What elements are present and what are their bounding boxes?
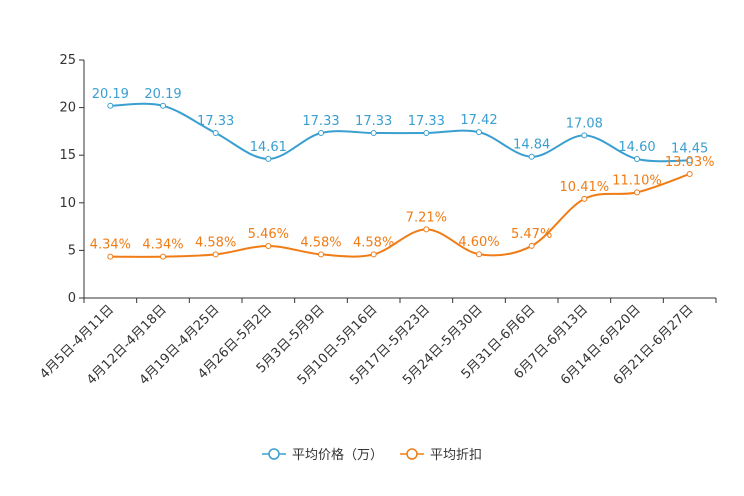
data-label: 5.46% — [248, 227, 289, 242]
data-point[interactable] — [581, 132, 588, 139]
data-point[interactable] — [160, 253, 166, 260]
data-point[interactable] — [634, 189, 640, 196]
data-label: 20.19 — [92, 87, 129, 102]
data-label: 20.19 — [144, 87, 181, 102]
legend-item-1[interactable]: 平均价格（万） — [262, 447, 383, 463]
data-label: 17.33 — [197, 114, 234, 129]
data-label: 5.47% — [511, 227, 552, 242]
y-tick-label: 10 — [59, 196, 76, 211]
y-tick-label: 0 — [68, 291, 76, 306]
data-point[interactable] — [318, 251, 324, 258]
data-label: 14.61 — [250, 140, 287, 155]
data-label: 4.34% — [142, 238, 183, 253]
data-point[interactable] — [212, 130, 219, 137]
series-line-2 — [110, 173, 691, 258]
legend-item-2[interactable]: 平均折扣 — [400, 448, 482, 463]
data-label: 14.45 — [671, 141, 708, 156]
data-label: 4.58% — [353, 235, 394, 250]
data-label: 17.08 — [566, 116, 603, 131]
data-label: 7.21% — [406, 210, 447, 225]
data-point[interactable] — [476, 251, 482, 258]
y-tick-label: 20 — [59, 101, 76, 116]
legend[interactable]: 平均价格（万） 平均折扣 — [262, 447, 482, 463]
data-label: 17.33 — [302, 114, 339, 129]
data-label: 4.34% — [90, 238, 131, 253]
y-tick-label: 25 — [59, 53, 76, 68]
data-point[interactable] — [528, 153, 535, 160]
data-labels: 20.19 20.19 17.33 14.61 17.33 17.33 17.33 17.42… — [90, 87, 715, 253]
data-point[interactable] — [476, 129, 482, 136]
data-label: 10.41% — [560, 180, 610, 195]
legend-label: 平均价格（万） — [292, 447, 383, 463]
data-point[interactable] — [370, 251, 377, 258]
series-line-1 — [110, 102, 690, 163]
data-label: 4.58% — [300, 235, 341, 250]
legend-marker-icon — [268, 448, 280, 460]
data-label: 11.10% — [612, 173, 662, 188]
data-point[interactable] — [423, 130, 430, 137]
y-tick-label: 15 — [59, 148, 76, 163]
data-point[interactable] — [528, 242, 535, 249]
data-point[interactable] — [107, 102, 114, 109]
data-label: 17.42 — [460, 113, 497, 128]
legend-marker-icon — [406, 448, 418, 460]
legend-label: 平均折扣 — [430, 448, 482, 463]
data-point[interactable] — [686, 157, 693, 164]
data-point[interactable] — [265, 243, 272, 250]
data-point[interactable] — [318, 130, 324, 137]
data-point[interactable] — [634, 156, 640, 163]
data-point[interactable] — [686, 170, 693, 177]
data-label: 17.33 — [355, 114, 392, 129]
data-point[interactable] — [107, 253, 114, 260]
data-label: 14.60 — [618, 140, 655, 155]
data-point[interactable] — [265, 155, 272, 162]
data-label: 4.58% — [195, 235, 236, 250]
y-tick-label: 5 — [68, 243, 76, 258]
data-label: 13.03% — [665, 155, 715, 170]
data-point[interactable] — [423, 226, 430, 233]
series-group — [107, 102, 693, 260]
data-point[interactable] — [581, 195, 588, 202]
data-point[interactable] — [370, 130, 377, 137]
data-point[interactable] — [212, 251, 219, 258]
data-label: 14.84 — [513, 138, 550, 153]
data-point[interactable] — [160, 102, 166, 109]
data-label: 17.33 — [408, 114, 445, 129]
data-label: 4.60% — [458, 235, 499, 250]
